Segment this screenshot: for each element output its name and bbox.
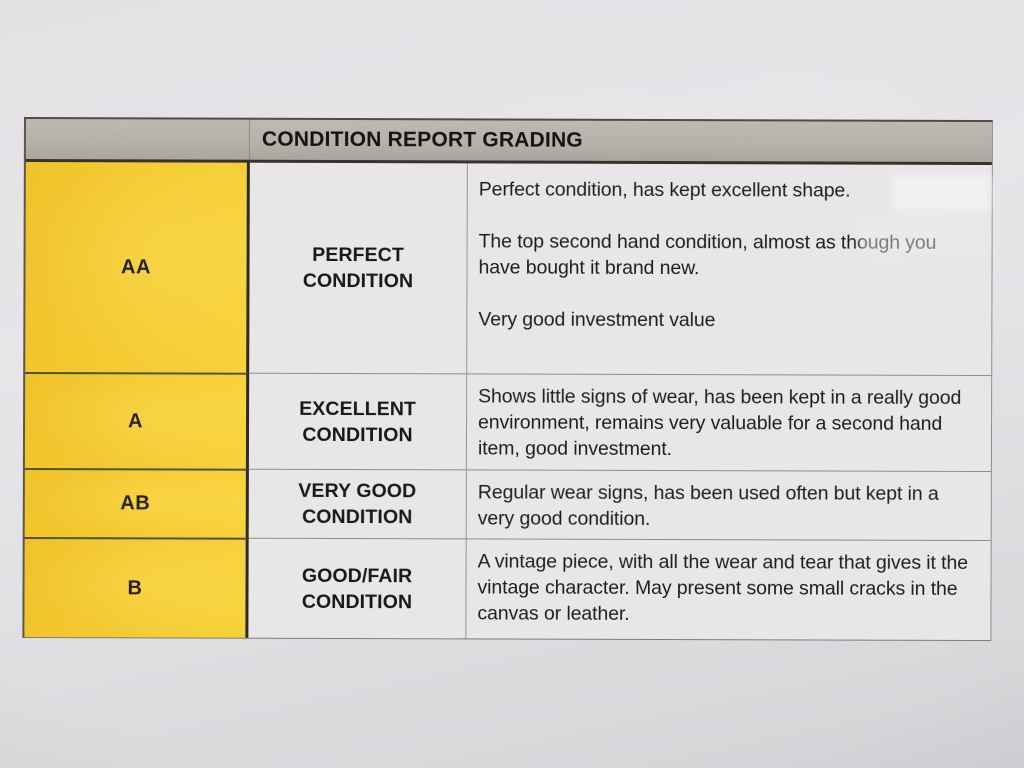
grade-cell: B (24, 537, 249, 638)
description-paragraph: Very good investment value (478, 308, 716, 332)
description-cell: Perfect condition, has kept excellent sh… (467, 163, 992, 376)
description-paragraph: Perfect condition, has kept excellent sh… (478, 178, 851, 202)
description-paragraph: A vintage piece, with all the wear and t… (477, 550, 969, 625)
table-title: CONDITION REPORT GRADING (261, 127, 583, 152)
table-row: A EXCELLENT CONDITION Shows little signs o… (24, 372, 992, 472)
grade-cell: AB (24, 468, 249, 538)
description-paragraph: The top second hand condition, almost as… (478, 230, 937, 280)
table-row: AA PERFECT CONDITION Perfect condition, ha… (25, 162, 992, 376)
condition-report-table: CONDITION REPORT GRADING AA PERFECT CONDI… (22, 117, 993, 642)
description-cell: Regular wear signs, has been used often … (466, 469, 991, 541)
grade-cell: AA (25, 162, 250, 373)
condition-name: PERFECT CONDITION (302, 243, 414, 293)
condition-name: VERY GOOD CONDITION (298, 479, 417, 529)
condition-name-cell: EXCELLENT CONDITION (248, 372, 468, 470)
description-paragraph: Shows little signs of wear, has been kep… (477, 385, 962, 461)
description-paragraph: Regular wear signs, has been used often … (477, 481, 939, 530)
description-cell: Shows little signs of wear, has been kep… (466, 373, 992, 472)
table-row: B GOOD/FAIR CONDITION A vintage piece, wit… (24, 537, 991, 641)
condition-name: EXCELLENT CONDITION (299, 397, 417, 446)
table-row: AB VERY GOOD CONDITION Regular wear signs,… (24, 468, 991, 541)
table-header-row: CONDITION REPORT GRADING (25, 119, 992, 166)
table-body: AA PERFECT CONDITION Perfect condition, ha… (24, 162, 992, 641)
description-cell: A vintage piece, with all the wear and t… (466, 538, 991, 641)
description-paragraph (478, 280, 977, 308)
condition-name-cell: VERY GOOD CONDITION (248, 468, 467, 539)
grade-cell: A (24, 372, 250, 469)
condition-name: GOOD/FAIR CONDITION (301, 564, 413, 613)
description-paragraph (479, 202, 978, 230)
condition-name-cell: GOOD/FAIR CONDITION (248, 537, 467, 639)
header-spacer-cell (25, 119, 250, 160)
condition-name-cell: PERFECT CONDITION (249, 162, 468, 374)
